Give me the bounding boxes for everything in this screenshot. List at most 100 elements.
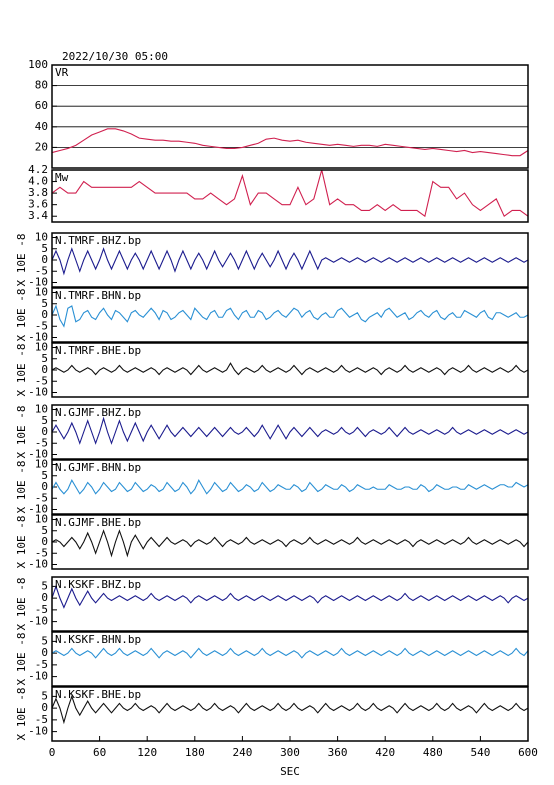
x-tick-label: 120 bbox=[137, 746, 157, 759]
y-axis-label: X 10E -8 bbox=[15, 461, 28, 514]
y-tick-label: 5 bbox=[41, 689, 48, 702]
panel-frame bbox=[51, 576, 529, 632]
y-tick-label: 0 bbox=[41, 591, 48, 604]
panel-label: N.TMRF.BHE.bp bbox=[55, 344, 141, 357]
x-tick-label: 0 bbox=[49, 746, 56, 759]
panel-frame bbox=[51, 64, 529, 169]
panel-frame bbox=[51, 232, 529, 288]
panel-label: N.GJMF.BHE.bp bbox=[55, 516, 141, 529]
y-tick-label: -5 bbox=[35, 436, 48, 449]
y-tick-label: -5 bbox=[35, 491, 48, 504]
y-tick-label: -5 bbox=[35, 546, 48, 559]
y-tick-label: -10 bbox=[28, 386, 48, 399]
y-tick-label: 0 bbox=[41, 425, 48, 438]
x-axis-label: SEC bbox=[280, 765, 300, 778]
y-tick-label: 0 bbox=[41, 701, 48, 714]
y-tick-label: 5 bbox=[41, 414, 48, 427]
y-tick-label: 10 bbox=[35, 231, 48, 244]
panel-frame bbox=[51, 169, 529, 223]
trace-line bbox=[51, 416, 529, 445]
y-tick-label: -10 bbox=[28, 448, 48, 461]
y-tick-label: -10 bbox=[28, 503, 48, 516]
y-tick-label: 10 bbox=[35, 403, 48, 416]
y-tick-label: 5 bbox=[41, 352, 48, 365]
y-tick-label: 3.8 bbox=[28, 186, 48, 199]
y-axis-label: X 10E -8 bbox=[15, 516, 28, 569]
x-tick-label: 60 bbox=[93, 746, 106, 759]
panel-frame bbox=[51, 686, 529, 742]
panel-label: N.TMRF.BHN.bp bbox=[55, 289, 141, 302]
panel-label: N.GJMF.BHZ.bp bbox=[55, 406, 141, 419]
panel-label: N.TMRF.BHZ.bp bbox=[55, 234, 141, 247]
x-tick-label: 540 bbox=[470, 746, 490, 759]
y-tick-label: 0 bbox=[41, 535, 48, 548]
y-tick-label: -5 bbox=[35, 264, 48, 277]
y-tick-label: 60 bbox=[35, 99, 48, 112]
chart-title: 2022/10/30 05:00 bbox=[62, 50, 168, 63]
y-tick-label: 10 bbox=[35, 341, 48, 354]
y-tick-label: 100 bbox=[28, 58, 48, 71]
y-tick-label: 5 bbox=[41, 634, 48, 647]
y-tick-label: 0 bbox=[41, 308, 48, 321]
panel-frame bbox=[51, 631, 529, 687]
panel-frame bbox=[51, 287, 529, 343]
panel-frame bbox=[51, 342, 529, 398]
y-tick-label: -5 bbox=[35, 658, 48, 671]
y-tick-label: 4.2 bbox=[28, 163, 48, 176]
y-tick-label: 0 bbox=[41, 363, 48, 376]
y-axis-label: X 10E -8 bbox=[15, 234, 28, 287]
trace-line bbox=[51, 169, 529, 218]
trace-line bbox=[51, 247, 529, 276]
x-tick-label: 180 bbox=[185, 746, 205, 759]
x-tick-label: 300 bbox=[280, 746, 300, 759]
y-tick-label: 20 bbox=[35, 140, 48, 153]
panel-label: Mw bbox=[55, 171, 69, 184]
y-axis-label: X 10E -8 bbox=[15, 578, 28, 631]
y-axis-label: X 10E -8 bbox=[15, 289, 28, 342]
y-tick-label: 40 bbox=[35, 120, 48, 133]
y-axis-label: X 10E -8 bbox=[15, 633, 28, 686]
y-tick-label: 10 bbox=[35, 458, 48, 471]
y-tick-label: 4.0 bbox=[28, 175, 48, 188]
trace-line bbox=[51, 128, 529, 157]
panel-label: N.GJMF.BHN.bp bbox=[55, 461, 141, 474]
x-tick-label: 480 bbox=[423, 746, 443, 759]
y-axis-label: X 10E -8 bbox=[15, 688, 28, 741]
panel-label: N.KSKF.BHN.bp bbox=[55, 633, 141, 646]
y-tick-label: 5 bbox=[41, 524, 48, 537]
y-tick-label: -10 bbox=[28, 331, 48, 344]
y-tick-label: -10 bbox=[28, 276, 48, 289]
panel-label: N.KSKF.BHZ.bp bbox=[55, 578, 141, 591]
y-tick-label: 5 bbox=[41, 469, 48, 482]
x-tick-label: 360 bbox=[328, 746, 348, 759]
y-tick-label: 5 bbox=[41, 297, 48, 310]
y-tick-label: 5 bbox=[41, 579, 48, 592]
x-tick-label: 240 bbox=[232, 746, 252, 759]
trace-line bbox=[51, 584, 529, 609]
x-tick-label: 420 bbox=[375, 746, 395, 759]
y-tick-label: -10 bbox=[28, 670, 48, 683]
y-tick-label: 3.6 bbox=[28, 198, 48, 211]
y-tick-label: 10 bbox=[35, 286, 48, 299]
panel-frame bbox=[51, 459, 529, 515]
y-tick-label: 80 bbox=[35, 79, 48, 92]
y-tick-label: 0 bbox=[41, 646, 48, 659]
y-tick-label: 0 bbox=[41, 480, 48, 493]
y-tick-label: -5 bbox=[35, 713, 48, 726]
y-axis-label: X 10E -8 bbox=[15, 406, 28, 459]
y-tick-label: -5 bbox=[35, 374, 48, 387]
panel-label: VR bbox=[55, 66, 69, 79]
trace-line bbox=[51, 479, 529, 495]
panel-frame bbox=[51, 404, 529, 460]
trace-line bbox=[51, 647, 529, 659]
y-tick-label: -5 bbox=[35, 319, 48, 332]
panel-label: N.KSKF.BHE.bp bbox=[55, 688, 141, 701]
trace-line bbox=[51, 694, 529, 725]
y-tick-label: 10 bbox=[35, 513, 48, 526]
trace-line bbox=[51, 362, 529, 376]
y-tick-label: 5 bbox=[41, 242, 48, 255]
y-tick-label: 3.4 bbox=[28, 209, 48, 222]
y-tick-label: 0 bbox=[41, 253, 48, 266]
panel-frame bbox=[51, 514, 529, 570]
